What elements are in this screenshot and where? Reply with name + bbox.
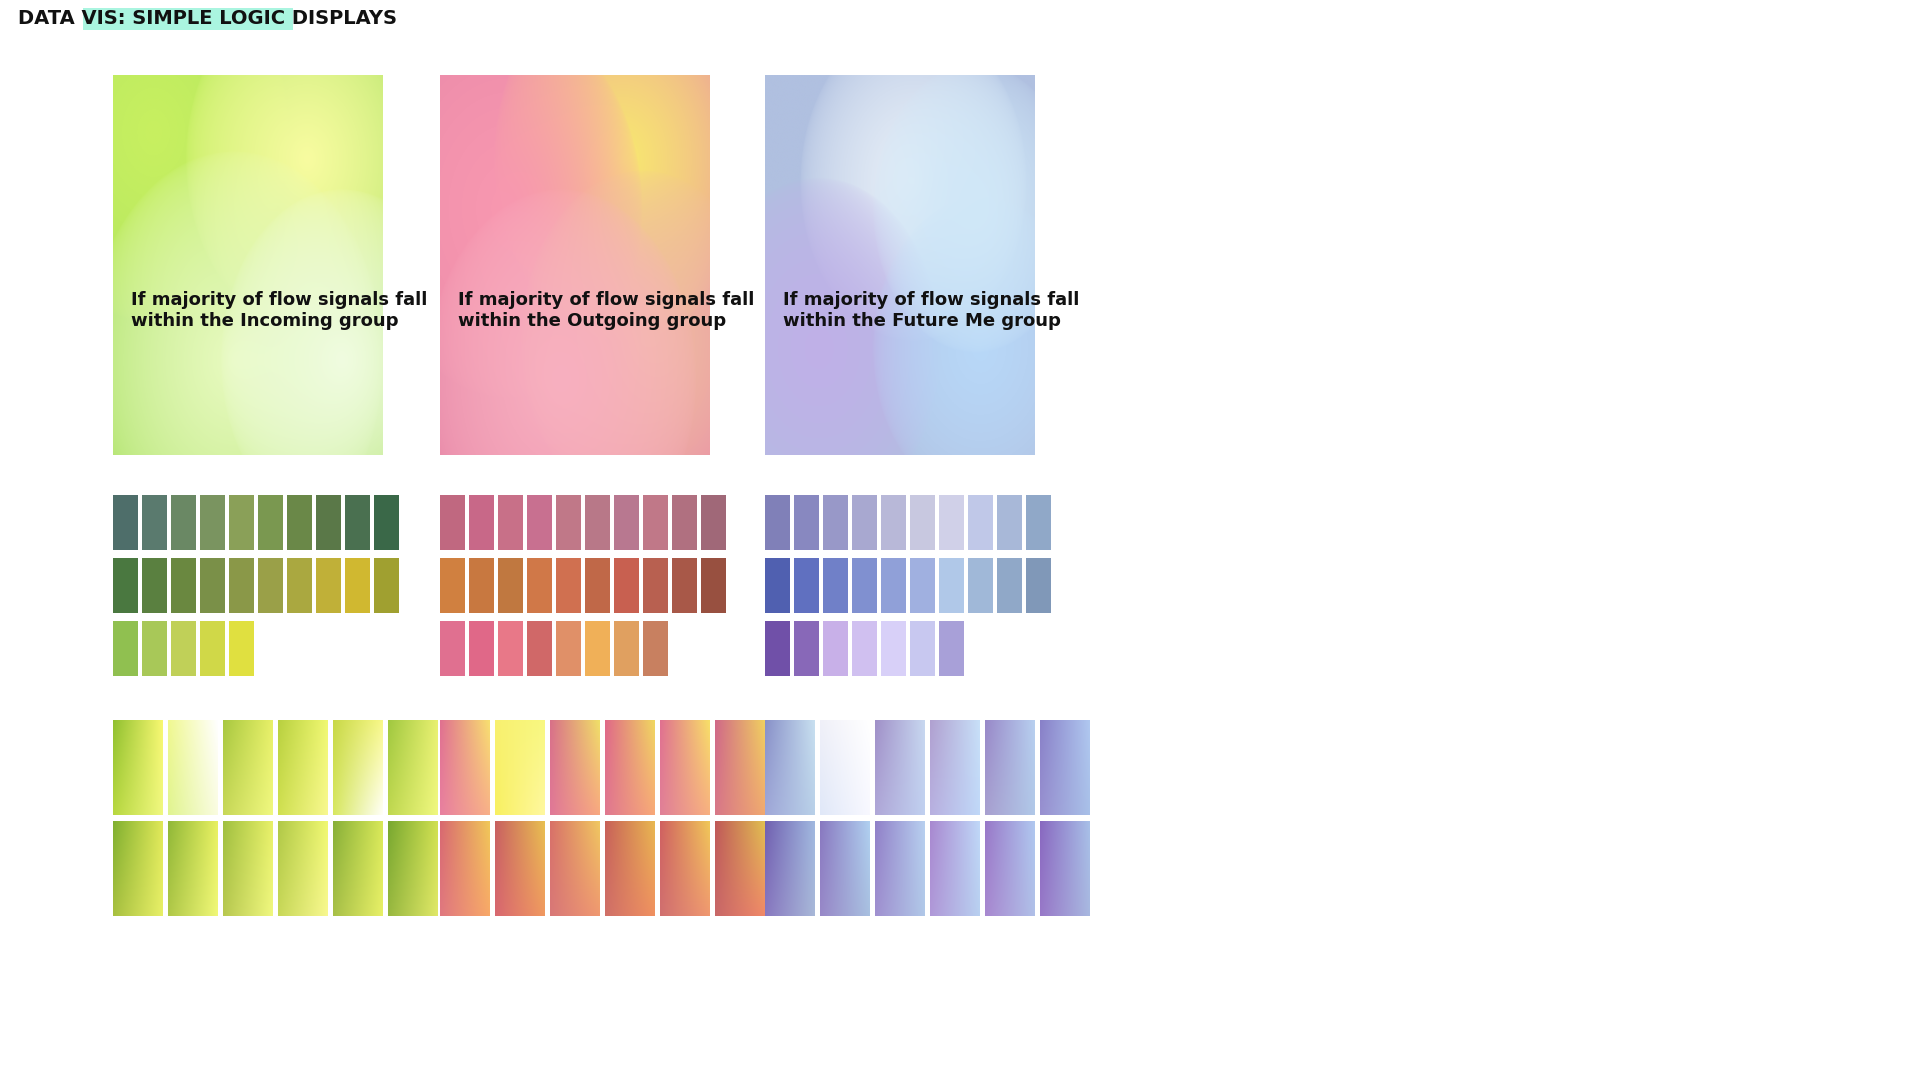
Bar (824, 495, 849, 550)
Bar (286, 558, 311, 613)
Bar (171, 621, 196, 676)
Bar (586, 558, 611, 613)
Bar (824, 558, 849, 613)
Bar (852, 558, 877, 613)
Bar (113, 495, 138, 550)
Bar (614, 621, 639, 676)
Bar (1025, 558, 1050, 613)
Bar (910, 558, 935, 613)
Bar (643, 495, 668, 550)
Bar (939, 621, 964, 676)
Bar (881, 558, 906, 613)
Bar (286, 495, 311, 550)
Bar (643, 558, 668, 613)
Bar (701, 558, 726, 613)
Bar (374, 558, 399, 613)
Bar (171, 558, 196, 613)
Bar (586, 621, 611, 676)
Bar (824, 621, 849, 676)
Bar (557, 495, 582, 550)
Bar (910, 495, 935, 550)
Bar (557, 558, 582, 613)
Bar (586, 495, 611, 550)
Text: If majority of flow signals fall
within the Outgoing group: If majority of flow signals fall within … (459, 292, 755, 330)
Bar (852, 495, 877, 550)
Bar (257, 558, 282, 613)
Bar (200, 558, 225, 613)
Bar (910, 621, 935, 676)
Bar (257, 495, 282, 550)
Bar (113, 558, 138, 613)
Bar (614, 558, 639, 613)
Bar (968, 558, 993, 613)
Bar (346, 558, 371, 613)
Bar (526, 558, 553, 613)
Bar (526, 495, 553, 550)
Bar (228, 495, 253, 550)
Text: DATA VIS: SIMPLE LOGIC DISPLAYS: DATA VIS: SIMPLE LOGIC DISPLAYS (17, 10, 397, 28)
Bar (526, 621, 553, 676)
Bar (614, 495, 639, 550)
Bar (200, 495, 225, 550)
Bar (968, 495, 993, 550)
Bar (440, 495, 465, 550)
Bar (171, 495, 196, 550)
Bar (200, 621, 225, 676)
Bar (764, 621, 789, 676)
Bar (497, 558, 522, 613)
Bar (346, 495, 371, 550)
Bar (672, 558, 697, 613)
Bar (142, 495, 167, 550)
Bar (317, 558, 342, 613)
Bar (440, 558, 465, 613)
Bar (795, 558, 820, 613)
Bar (764, 558, 789, 613)
Bar (468, 495, 493, 550)
Bar (228, 558, 253, 613)
Bar (374, 495, 399, 550)
Bar (672, 495, 697, 550)
Bar (317, 495, 342, 550)
Bar (795, 621, 820, 676)
Bar (468, 621, 493, 676)
Bar (996, 558, 1021, 613)
Bar (764, 495, 789, 550)
Bar (113, 621, 138, 676)
Bar (497, 495, 522, 550)
Text: If majority of flow signals fall
within the Incoming group: If majority of flow signals fall within … (131, 292, 428, 330)
Bar (881, 495, 906, 550)
Bar (996, 495, 1021, 550)
Bar (440, 621, 465, 676)
Bar (881, 621, 906, 676)
Bar (497, 621, 522, 676)
Bar (468, 558, 493, 613)
Text: If majority of flow signals fall
within the Future Me group: If majority of flow signals fall within … (783, 292, 1079, 330)
Bar (142, 558, 167, 613)
Bar (939, 495, 964, 550)
Bar (228, 621, 253, 676)
Bar (643, 621, 668, 676)
Bar (142, 621, 167, 676)
Bar (1025, 495, 1050, 550)
Bar (83, 8, 294, 30)
Bar (852, 621, 877, 676)
Bar (557, 621, 582, 676)
Bar (939, 558, 964, 613)
Bar (701, 495, 726, 550)
Bar (795, 495, 820, 550)
